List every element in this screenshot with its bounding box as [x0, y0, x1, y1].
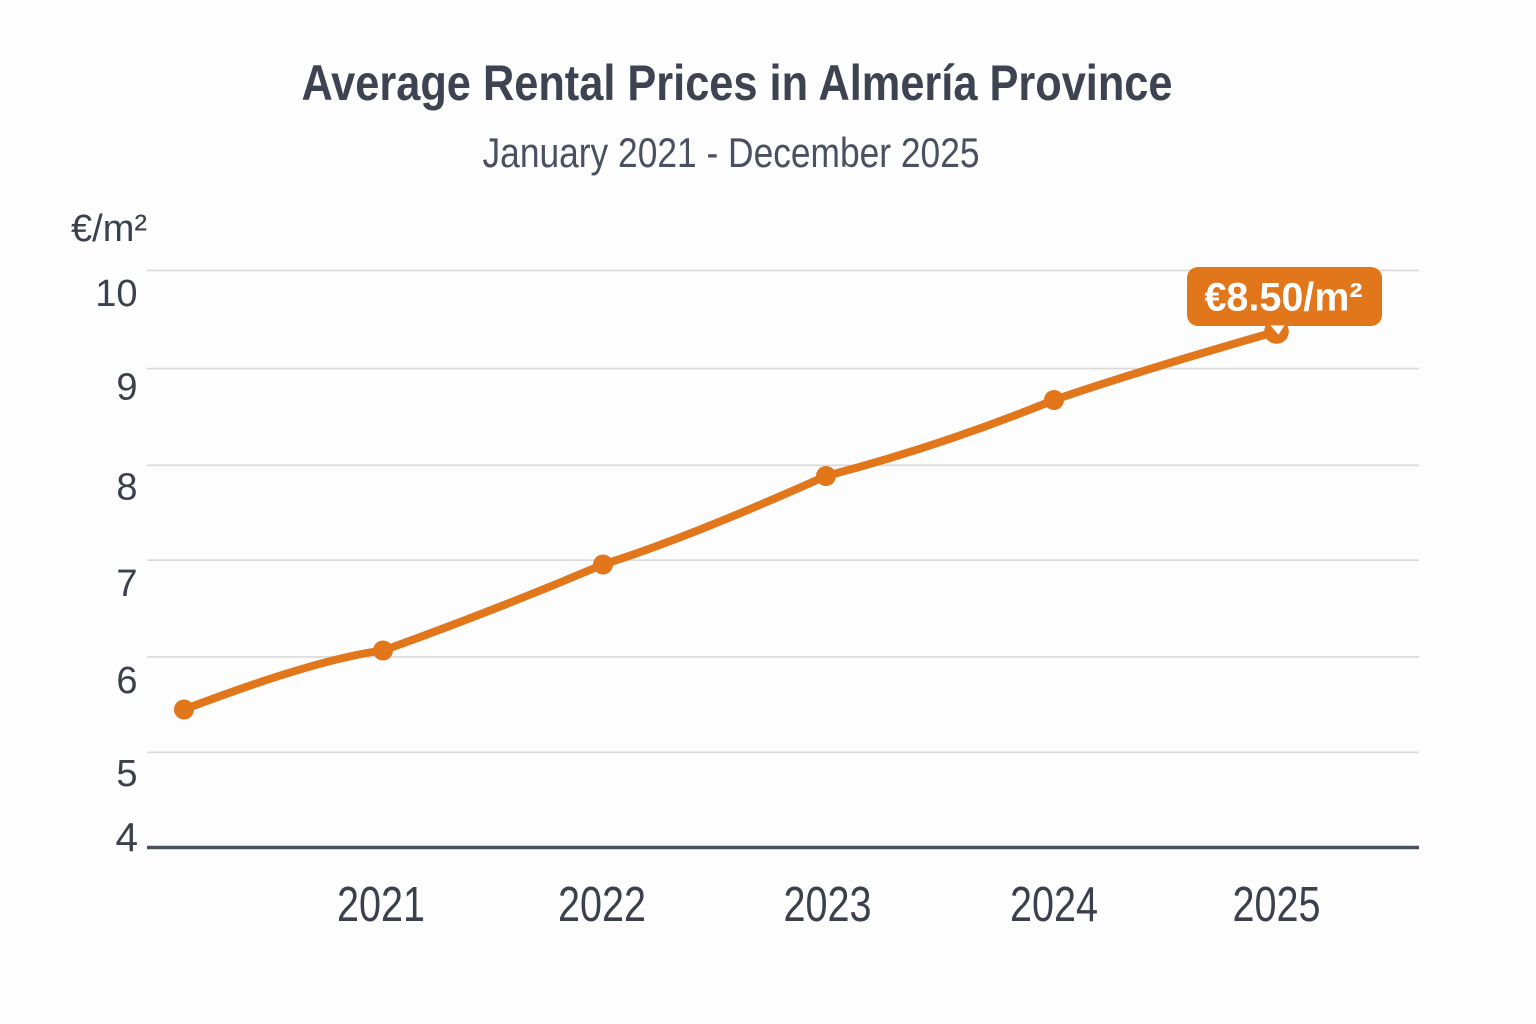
svg-text:8: 8 [116, 467, 137, 509]
svg-text:2022: 2022 [558, 877, 646, 932]
svg-text:2021: 2021 [337, 877, 425, 932]
svg-text:2025: 2025 [1233, 877, 1321, 932]
svg-text:2023: 2023 [784, 877, 872, 932]
svg-text:Average Rental Prices in Almer: Average Rental Prices in Almería Provinc… [302, 55, 1173, 111]
svg-text:€8.50/m²: €8.50/m² [1204, 276, 1362, 320]
svg-text:9: 9 [116, 367, 137, 409]
svg-text:10: 10 [95, 273, 137, 315]
svg-text:2024: 2024 [1010, 877, 1098, 932]
svg-text:5: 5 [116, 753, 137, 795]
svg-text:6: 6 [116, 660, 137, 702]
svg-text:4: 4 [115, 815, 138, 861]
svg-text:January 2021 - December 2025: January 2021 - December 2025 [483, 129, 980, 176]
svg-text:€/m²: €/m² [71, 208, 147, 250]
svg-text:7: 7 [116, 563, 137, 605]
